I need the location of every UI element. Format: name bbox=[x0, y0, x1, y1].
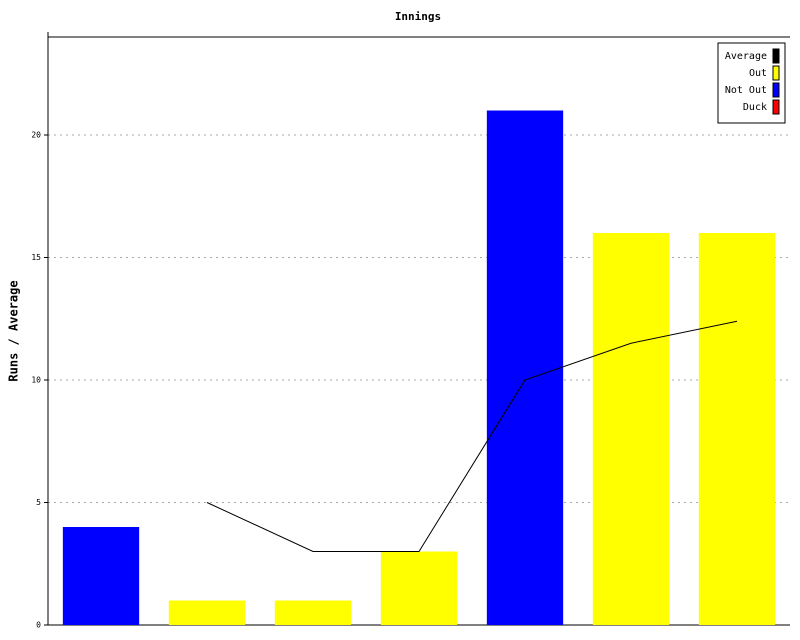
y-axis-label: Runs / Average bbox=[7, 280, 21, 381]
bar bbox=[62, 527, 140, 625]
legend-swatch bbox=[772, 99, 780, 115]
y-tick-label: 15 bbox=[31, 253, 41, 262]
legend-label: Duck bbox=[743, 102, 767, 113]
bar bbox=[698, 233, 776, 625]
legend-label: Out bbox=[749, 68, 767, 79]
legend-swatch bbox=[772, 65, 780, 81]
bar bbox=[274, 600, 352, 625]
legend-label: Average bbox=[725, 51, 767, 62]
bar bbox=[592, 233, 670, 625]
legend-label: Not Out bbox=[725, 85, 767, 96]
legend-swatch bbox=[772, 82, 780, 98]
legend-swatch bbox=[772, 48, 780, 64]
line bbox=[206, 320, 738, 552]
y-tick-label: 20 bbox=[31, 131, 41, 140]
bar bbox=[486, 110, 564, 625]
chart-title: Innings bbox=[395, 10, 441, 23]
y-tick-label: 0 bbox=[36, 621, 41, 630]
y-tick-label: 10 bbox=[31, 376, 41, 385]
bar bbox=[168, 600, 246, 625]
bar bbox=[380, 551, 458, 625]
y-tick-label: 5 bbox=[36, 498, 41, 507]
